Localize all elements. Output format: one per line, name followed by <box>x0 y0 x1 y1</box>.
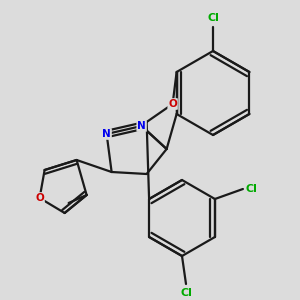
Text: N: N <box>137 121 146 131</box>
Text: N: N <box>102 129 111 139</box>
Text: Cl: Cl <box>207 13 219 23</box>
Text: O: O <box>168 99 177 109</box>
Text: O: O <box>35 193 44 203</box>
Text: Cl: Cl <box>180 288 192 298</box>
Text: Cl: Cl <box>246 184 258 194</box>
